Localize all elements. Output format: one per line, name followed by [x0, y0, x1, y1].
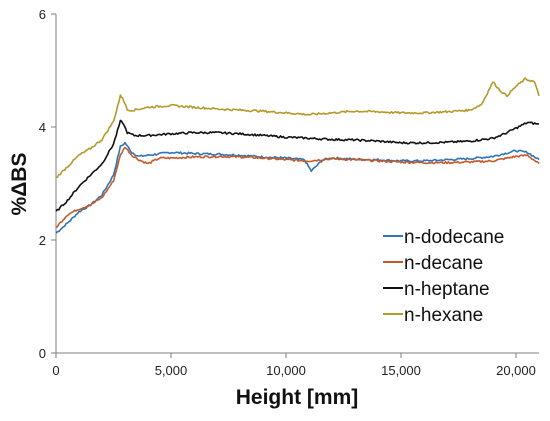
series-line-n-dodecane	[55, 141, 540, 234]
x-axis-title: Height [mm]	[236, 386, 359, 409]
y-tick-label: 6	[39, 7, 46, 22]
series-line-n-hexane	[55, 77, 540, 179]
y-tick-label: 4	[39, 120, 46, 135]
x-tick-label: 15,000	[381, 363, 421, 378]
x-tick-label: 10,000	[266, 363, 306, 378]
y-ticks: 0 2 4 6	[39, 7, 56, 361]
legend-label: n-decane	[404, 253, 483, 274]
legend-label: n-hexane	[404, 305, 483, 326]
x-ticks: 0 5,000 10,000 15,000 20,000	[52, 353, 536, 378]
y-axis-title: %ΔBS	[8, 153, 31, 216]
series-line-n-decane	[55, 146, 540, 229]
legend-label: n-heptane	[404, 279, 490, 300]
legend-label: n-dodecane	[404, 227, 504, 248]
y-tick-label: 2	[39, 233, 46, 248]
series-line-n-heptane	[55, 119, 540, 212]
axes	[55, 14, 539, 354]
series-lines	[55, 77, 540, 234]
x-tick-label: 5,000	[155, 363, 188, 378]
y-tick-label: 0	[39, 346, 46, 361]
legend: n-dodecane n-decane n-heptane n-hexane	[383, 227, 504, 326]
x-tick-label: 20,000	[496, 363, 536, 378]
x-tick-label: 0	[52, 363, 59, 378]
